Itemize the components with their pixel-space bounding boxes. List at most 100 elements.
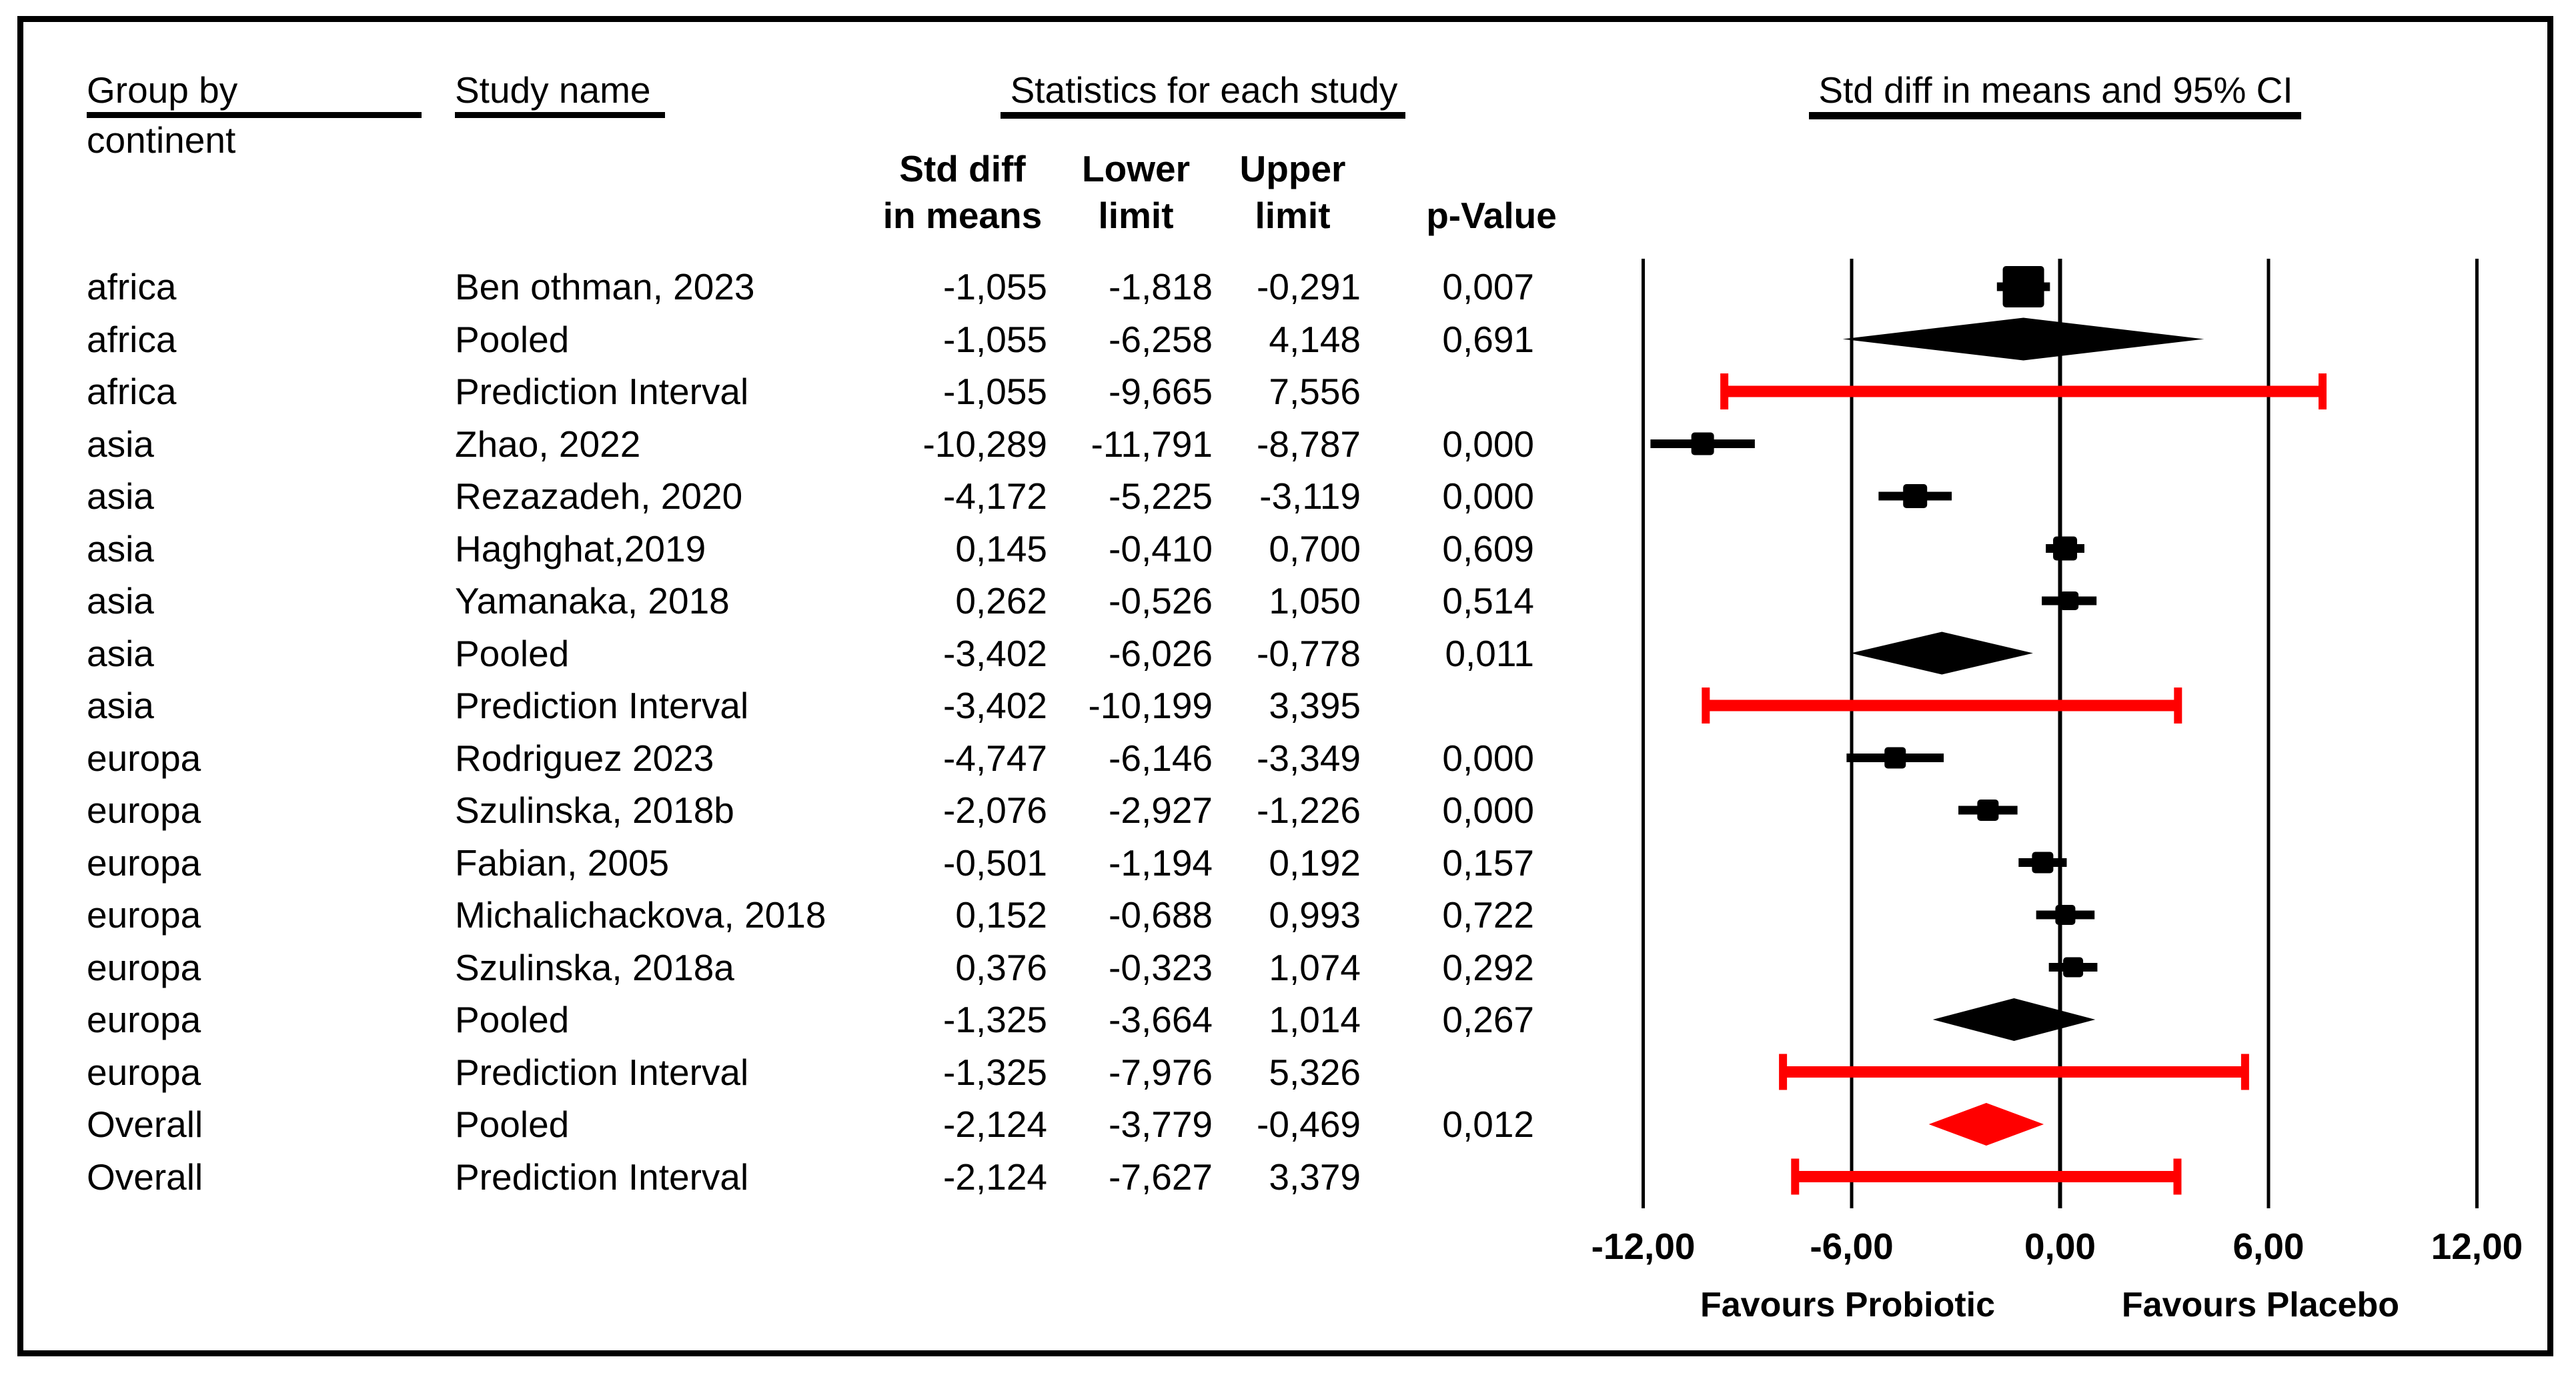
- row-std-diff-value: -1,055: [943, 371, 1047, 412]
- row-p-value: 0,722: [1442, 894, 1534, 936]
- group-by-header-line2: continent: [87, 119, 236, 161]
- table-row: Overall Prediction Interval -2,124 -7,627 3,…: [0, 1151, 1567, 1203]
- row-std-diff-value: 0,376: [955, 946, 1047, 988]
- row-lower-value: -7,976: [1109, 1051, 1213, 1093]
- row-p-value: 0,000: [1442, 423, 1534, 465]
- row-p-value: 0,000: [1442, 790, 1534, 831]
- x-tick-label: 0,00: [2024, 1226, 2096, 1267]
- pooled-diamond-marker: [1850, 631, 2033, 675]
- row-std-diff-value: -2,124: [943, 1104, 1047, 1145]
- row-upper-value: -3,119: [1259, 475, 1361, 517]
- study-point-marker: [1691, 432, 1714, 455]
- row-std-diff-value: -2,076: [943, 790, 1047, 831]
- row-group-label: africa: [87, 266, 177, 307]
- row-group-label: Overall: [87, 1156, 203, 1198]
- table-row: europa Pooled -1,325 -3,664 1,014 0,267: [0, 994, 1567, 1046]
- col-upper-header-line1: Upper: [1239, 148, 1346, 189]
- study-point-marker: [1903, 484, 1928, 508]
- row-study-label: Szulinska, 2018b: [455, 790, 734, 831]
- row-study-label: Michalichackova, 2018: [455, 894, 826, 936]
- table-row: Overall Pooled -2,124 -3,779 -0,469 0,012: [0, 1098, 1567, 1150]
- row-group-label: asia: [87, 423, 154, 465]
- row-std-diff-value: 0,152: [955, 894, 1047, 936]
- table-row: europa Szulinska, 2018b -2,076 -2,927 -1,226…: [0, 784, 1567, 836]
- row-upper-value: 0,700: [1269, 527, 1361, 569]
- row-upper-value: 3,395: [1269, 685, 1361, 726]
- row-upper-value: 1,014: [1269, 999, 1361, 1040]
- row-std-diff-value: -4,747: [943, 737, 1047, 779]
- row-std-diff-value: -3,402: [943, 685, 1047, 726]
- row-study-label: Pooled: [455, 999, 570, 1040]
- table-row: europa Prediction Interval -1,325 -7,976 5,3…: [0, 1046, 1567, 1098]
- col-upper-header-line2: limit: [1255, 195, 1331, 236]
- x-tick-label: -12,00: [1591, 1226, 1696, 1267]
- row-group-label: europa: [87, 999, 201, 1040]
- row-p-value: 0,691: [1442, 318, 1534, 360]
- table-row: asia Haghghat,2019 0,145 -0,410 0,700 0,609: [0, 523, 1567, 575]
- table-row: asia Prediction Interval -3,402 -10,199 3,39…: [0, 679, 1567, 732]
- row-study-label: Fabian, 2005: [455, 842, 670, 884]
- row-group-label: asia: [87, 685, 154, 726]
- study-point-marker: [2063, 957, 2084, 978]
- row-std-diff-value: -1,325: [943, 1051, 1047, 1093]
- group-by-underline: [87, 112, 422, 118]
- row-lower-value: -6,258: [1109, 318, 1213, 360]
- row-group-label: europa: [87, 1051, 201, 1093]
- table-row: africa Ben othman, 2023 -1,055 -1,818 -0,291…: [0, 261, 1567, 313]
- row-upper-value: -0,778: [1257, 632, 1361, 674]
- row-std-diff-value: 0,145: [955, 527, 1047, 569]
- row-group-label: asia: [87, 475, 154, 517]
- row-lower-value: -1,194: [1109, 842, 1213, 884]
- row-lower-value: -9,665: [1109, 371, 1213, 412]
- row-lower-value: -0,526: [1109, 580, 1213, 621]
- col-pvalue-header: p-Value: [1426, 195, 1557, 236]
- study-name-header: Study name: [455, 69, 651, 111]
- x-tick-label: -6,00: [1810, 1226, 1893, 1267]
- row-lower-value: -3,779: [1109, 1104, 1213, 1145]
- pooled-diamond-marker: [1842, 317, 2204, 361]
- favours-left-label: Favours Probiotic: [1700, 1286, 1995, 1324]
- row-p-value: 0,267: [1442, 999, 1534, 1040]
- row-study-label: Pooled: [455, 632, 570, 674]
- row-lower-value: -3,664: [1109, 999, 1213, 1040]
- table-row: asia Yamanaka, 2018 0,262 -0,526 1,050 0,514: [0, 575, 1567, 627]
- study-point-marker: [1884, 747, 1906, 769]
- row-study-label: Rezazadeh, 2020: [455, 475, 743, 517]
- row-group-label: europa: [87, 946, 201, 988]
- col-stddiff-header-line1: Std diff: [899, 148, 1026, 189]
- row-study-label: Prediction Interval: [455, 1156, 749, 1198]
- row-group-label: europa: [87, 790, 201, 831]
- row-study-label: Rodriguez 2023: [455, 737, 714, 779]
- row-lower-value: -2,927: [1109, 790, 1213, 831]
- row-std-diff-value: -4,172: [943, 475, 1047, 517]
- row-std-diff-value: -1,055: [943, 318, 1047, 360]
- row-std-diff-value: -3,402: [943, 632, 1047, 674]
- row-p-value: 0,514: [1442, 580, 1534, 621]
- col-stddiff-header-line2: in means: [882, 195, 1043, 236]
- row-p-value: 0,157: [1442, 842, 1534, 884]
- row-upper-value: 3,379: [1269, 1156, 1361, 1198]
- row-study-label: Yamanaka, 2018: [455, 580, 730, 621]
- x-tick-label: 6,00: [2232, 1226, 2304, 1267]
- row-upper-value: -0,291: [1257, 266, 1361, 307]
- table-row: europa Fabian, 2005 -0,501 -1,194 0,192 0,157: [0, 837, 1567, 889]
- row-upper-value: 0,993: [1269, 894, 1361, 936]
- row-lower-value: -0,323: [1109, 946, 1213, 988]
- study-point-marker: [1977, 800, 1999, 821]
- group-by-header: Group by: [87, 69, 238, 111]
- row-p-value: 0,011: [1445, 632, 1534, 674]
- plot-underline: [1809, 112, 2301, 119]
- row-std-diff-value: -0,501: [943, 842, 1047, 884]
- plot-section-header: Std diff in means and 95% CI: [1818, 69, 2293, 111]
- table-row: asia Zhao, 2022 -10,289 -11,791 -8,787 0,000: [0, 418, 1567, 470]
- row-p-value: 0,000: [1442, 737, 1534, 779]
- row-lower-value: -10,199: [1088, 685, 1213, 726]
- row-group-label: Overall: [87, 1104, 203, 1145]
- row-group-label: europa: [87, 894, 201, 936]
- row-lower-value: -6,026: [1109, 632, 1213, 674]
- stats-section-header: Statistics for each study: [1010, 69, 1398, 111]
- row-lower-value: -0,410: [1109, 527, 1213, 569]
- row-upper-value: 7,556: [1269, 371, 1361, 412]
